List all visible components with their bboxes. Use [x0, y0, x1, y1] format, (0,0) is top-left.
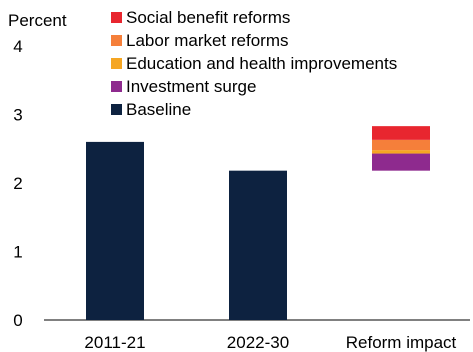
bar-segment: [372, 139, 430, 151]
bar-segment: [372, 153, 430, 171]
x-tick-label: Reform impact: [346, 333, 457, 352]
y-axis-label: Percent: [8, 11, 67, 30]
legend-swatch: [111, 58, 122, 69]
legend-label: Labor market reforms: [126, 31, 289, 50]
y-tick-label: 1: [13, 243, 22, 262]
legend-label: Education and health improvements: [126, 54, 397, 73]
x-tick-label: 2011-21: [84, 333, 145, 352]
legend-label: Baseline: [126, 100, 191, 119]
bar-segment: [86, 141, 144, 320]
legend-swatch: [111, 81, 122, 92]
legend-swatch: [111, 35, 122, 46]
legend-swatch: [111, 12, 122, 23]
x-tick-label: 2022-30: [227, 333, 289, 352]
y-tick-label: 4: [13, 37, 22, 56]
y-tick-label: 0: [13, 311, 22, 330]
legend-label: Investment surge: [126, 77, 256, 96]
bar-segment: [372, 150, 430, 154]
legend-swatch: [111, 104, 122, 115]
y-tick-label: 2: [13, 174, 22, 193]
bar-segment: [372, 126, 430, 140]
bar-segment: [229, 170, 287, 320]
y-tick-label: 3: [13, 106, 22, 125]
legend-label: Social benefit reforms: [126, 8, 290, 27]
